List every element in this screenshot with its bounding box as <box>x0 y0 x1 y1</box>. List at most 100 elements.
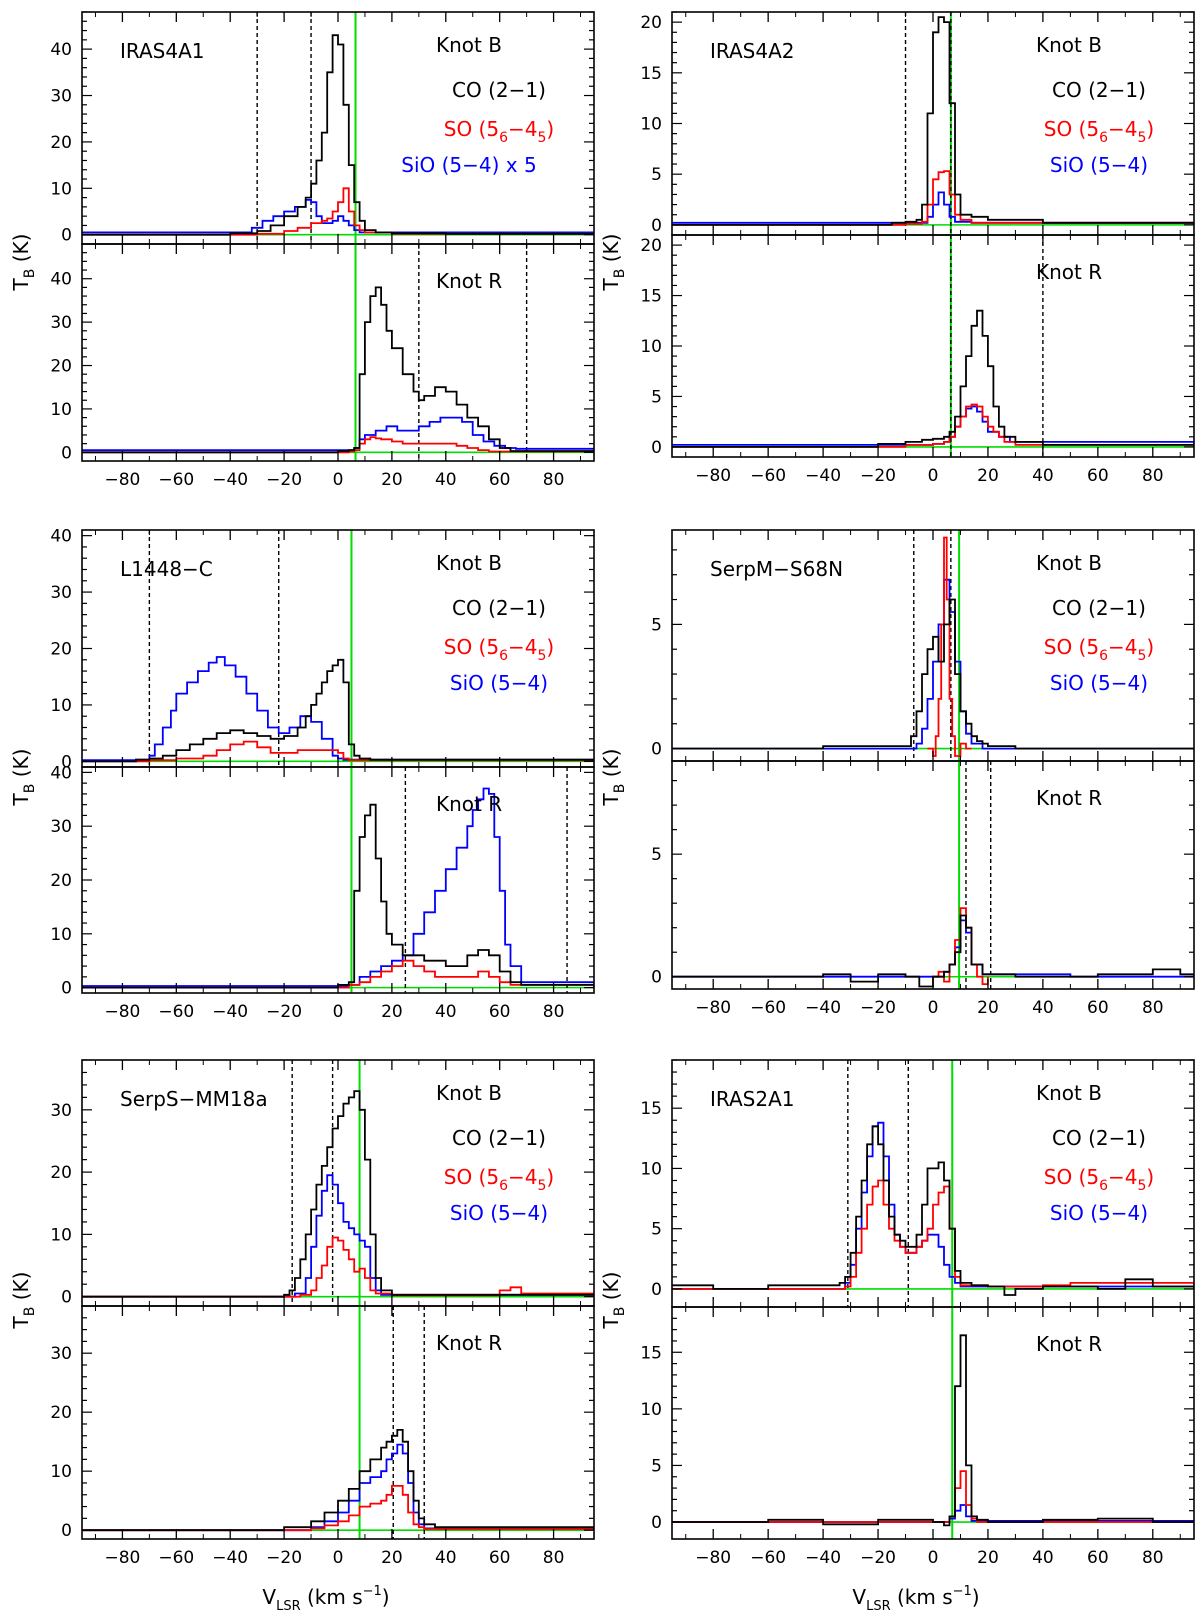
ylabel-row2-right: TB (K) <box>599 749 628 807</box>
x-tick-label: 40 <box>435 1548 457 1568</box>
y-tick-label: 20 <box>50 357 72 377</box>
x-tick-label: 60 <box>489 1002 511 1022</box>
y-tick-label: 20 <box>50 640 72 660</box>
y-tick-label: 5 <box>651 1220 662 1240</box>
y-tick-label: 0 <box>61 979 72 999</box>
legend-so: SO (56−45) <box>444 1165 554 1194</box>
series-co <box>672 16 1194 226</box>
x-tick-label: 60 <box>489 1548 511 1568</box>
x-tick-label: 80 <box>1142 466 1164 486</box>
y-tick-label: 20 <box>640 13 662 33</box>
knot-label: Knot B <box>436 33 502 57</box>
x-tick-label: 60 <box>1087 1548 1109 1568</box>
legend-co: CO (2−1) <box>452 1126 546 1150</box>
y-tick-label: 20 <box>50 1163 72 1183</box>
y-tick-label: 10 <box>50 1462 72 1482</box>
panel-frame <box>671 760 1195 990</box>
legend-co: CO (2−1) <box>1052 78 1146 102</box>
x-tick-label: −60 <box>158 470 194 490</box>
knot-label: Knot B <box>436 551 502 575</box>
xlabel-left: VLSR (km s−1) <box>262 1584 389 1614</box>
ylabel-row1-left: TB (K) <box>9 234 38 292</box>
ylabel-row3-left: TB (K) <box>9 1272 38 1330</box>
ylabel-row1-right: TB (K) <box>599 234 628 292</box>
legend-sio: SiO (5−4) <box>1050 671 1148 695</box>
y-tick-label: 40 <box>50 763 72 783</box>
x-tick-label: 20 <box>977 466 999 486</box>
series-co <box>82 1090 594 1298</box>
y-tick-label: 15 <box>640 1343 662 1363</box>
legend-co: CO (2−1) <box>1052 596 1146 620</box>
x-tick-label: 40 <box>1032 998 1054 1018</box>
series-sio <box>82 656 594 762</box>
series-co <box>82 803 594 989</box>
ylabel-row3-right: TB (K) <box>599 1272 628 1330</box>
series-so <box>927 536 972 757</box>
series-co <box>82 1429 594 1532</box>
x-tick-label: −60 <box>750 1548 786 1568</box>
series-so <box>82 740 594 763</box>
x-tick-label: 80 <box>1142 998 1164 1018</box>
x-tick-label: −20 <box>266 470 302 490</box>
panel-frame <box>671 1306 1195 1540</box>
y-tick-label: 10 <box>640 337 662 357</box>
x-tick-label: −60 <box>158 1548 194 1568</box>
legend-sio: SiO (5−4) <box>450 671 548 695</box>
x-tick-label: −80 <box>104 470 140 490</box>
x-tick-label: 20 <box>381 1548 403 1568</box>
x-tick-label: 40 <box>435 1002 457 1022</box>
x-tick-label: −20 <box>266 1002 302 1022</box>
x-tick-label: 0 <box>333 1002 344 1022</box>
panel-7: −80 −60 −40 −20 0 20 40 60 80 0 5 Knot R <box>651 760 1195 1018</box>
y-tick-label: 30 <box>50 1344 72 1364</box>
x-tick-label: −20 <box>266 1548 302 1568</box>
panel-10: 0 5 10 15 IRAS2A1 Knot B CO (2−1) SO (56−45) SiO… <box>640 1059 1195 1308</box>
panel-4: 0 10 20 30 40 L1448−C Knot B CO (2−1) SO (56−45)… <box>50 527 595 772</box>
y-tick-label: 15 <box>640 64 662 84</box>
series-so <box>82 1485 594 1532</box>
x-tick-label: −20 <box>860 998 896 1018</box>
series-co <box>672 598 1194 750</box>
ylabel-row2-left: TB (K) <box>9 749 38 807</box>
series-so <box>672 1470 1194 1523</box>
y-tick-label: 10 <box>50 925 72 945</box>
panel-frame <box>81 243 595 462</box>
legend-co: CO (2−1) <box>1052 1126 1146 1150</box>
series-sio <box>82 787 594 987</box>
x-tick-label: 0 <box>928 1548 939 1568</box>
panel-3: −80 −60 −40 −20 0 20 40 60 80 0 5 10 15 20 Knot R <box>640 234 1195 486</box>
y-tick-label: 5 <box>651 387 662 407</box>
source-name: IRAS2A1 <box>710 1087 795 1111</box>
y-tick-label: 5 <box>651 165 662 185</box>
panel-6: 0 5 SerpM−S68N Knot B CO (2−1) SO (56−45) SiO … <box>651 529 1195 762</box>
y-tick-label: 30 <box>50 583 72 603</box>
knot-label: Knot B <box>1036 551 1102 575</box>
x-tick-label: −40 <box>805 998 841 1018</box>
x-tick-label: −20 <box>860 1548 896 1568</box>
y-tick-label: 0 <box>651 968 662 988</box>
x-tick-label: 60 <box>489 470 511 490</box>
series-co <box>82 286 594 454</box>
y-tick-label: 20 <box>50 1403 72 1423</box>
panel-frame <box>81 766 595 994</box>
series-so <box>82 959 594 989</box>
knot-label: Knot R <box>1036 1332 1102 1356</box>
legend-so: SO (56−45) <box>1044 635 1154 664</box>
x-tick-label: 0 <box>333 1548 344 1568</box>
knot-label: Knot R <box>1036 786 1102 810</box>
x-tick-label: 0 <box>333 470 344 490</box>
series-so <box>82 1236 594 1298</box>
x-tick-label: −60 <box>750 466 786 486</box>
knot-label: Knot R <box>1036 260 1102 284</box>
x-tick-label: 40 <box>1032 466 1054 486</box>
y-tick-label: 20 <box>640 236 662 256</box>
series-so <box>672 403 1194 448</box>
x-tick-label: 20 <box>977 998 999 1018</box>
x-tick-label: −40 <box>212 1548 248 1568</box>
series-sio <box>82 1174 594 1298</box>
x-tick-label: 80 <box>1142 1548 1164 1568</box>
x-tick-label: −80 <box>104 1548 140 1568</box>
legend-sio: SiO (5−4) <box>1050 1201 1148 1225</box>
y-tick-label: 0 <box>651 438 662 458</box>
y-tick-label: 0 <box>651 1513 662 1533</box>
